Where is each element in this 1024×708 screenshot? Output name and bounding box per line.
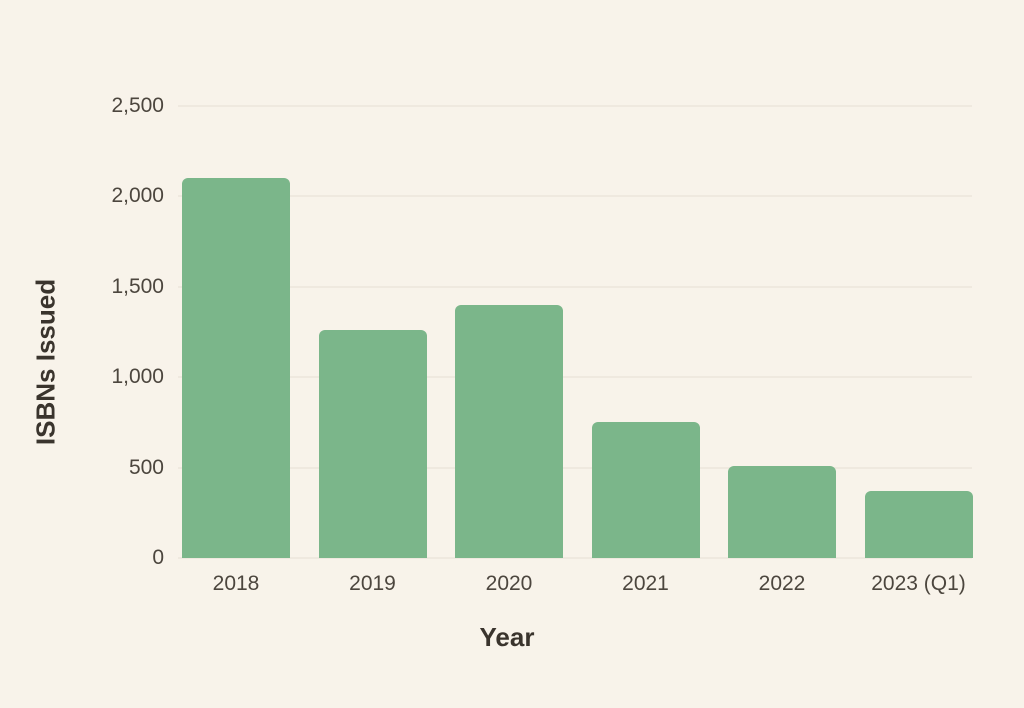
x-axis-tick-label: 2018 — [212, 572, 260, 595]
y-axis-tick-label: 2,500 — [111, 94, 164, 117]
gridline — [178, 195, 972, 198]
x-axis-title: Year — [479, 622, 535, 652]
x-axis-tick-label: 2023 (Q1) — [871, 572, 966, 595]
plot-area — [178, 105, 973, 559]
y-axis-tick-label: 0 — [152, 546, 164, 569]
gridline — [178, 557, 972, 559]
y-axis-tick-label: 2,000 — [111, 184, 164, 208]
gridline — [178, 105, 972, 107]
gridline — [178, 376, 972, 379]
y-axis-tick-label: 1,000 — [111, 365, 164, 389]
bar-2021 — [591, 422, 700, 558]
y-axis-title: ISBNs Issued — [30, 278, 61, 446]
y-axis-tick-label: 1,500 — [111, 274, 164, 298]
bar-2022 — [728, 465, 836, 558]
bar-2018 — [182, 178, 290, 558]
gridline — [178, 285, 972, 288]
bar-2023-q1 — [864, 491, 973, 558]
x-axis-tick-label: 2019 — [349, 572, 396, 595]
bar-2020 — [455, 304, 563, 558]
y-axis-tick-label: 500 — [128, 455, 164, 479]
x-axis-tick-label: 2022 — [758, 572, 806, 595]
x-axis-tick-label: 2020 — [485, 572, 533, 595]
bar-2019 — [318, 330, 427, 558]
gridline — [178, 466, 972, 469]
x-axis-tick-label: 2021 — [622, 572, 669, 595]
